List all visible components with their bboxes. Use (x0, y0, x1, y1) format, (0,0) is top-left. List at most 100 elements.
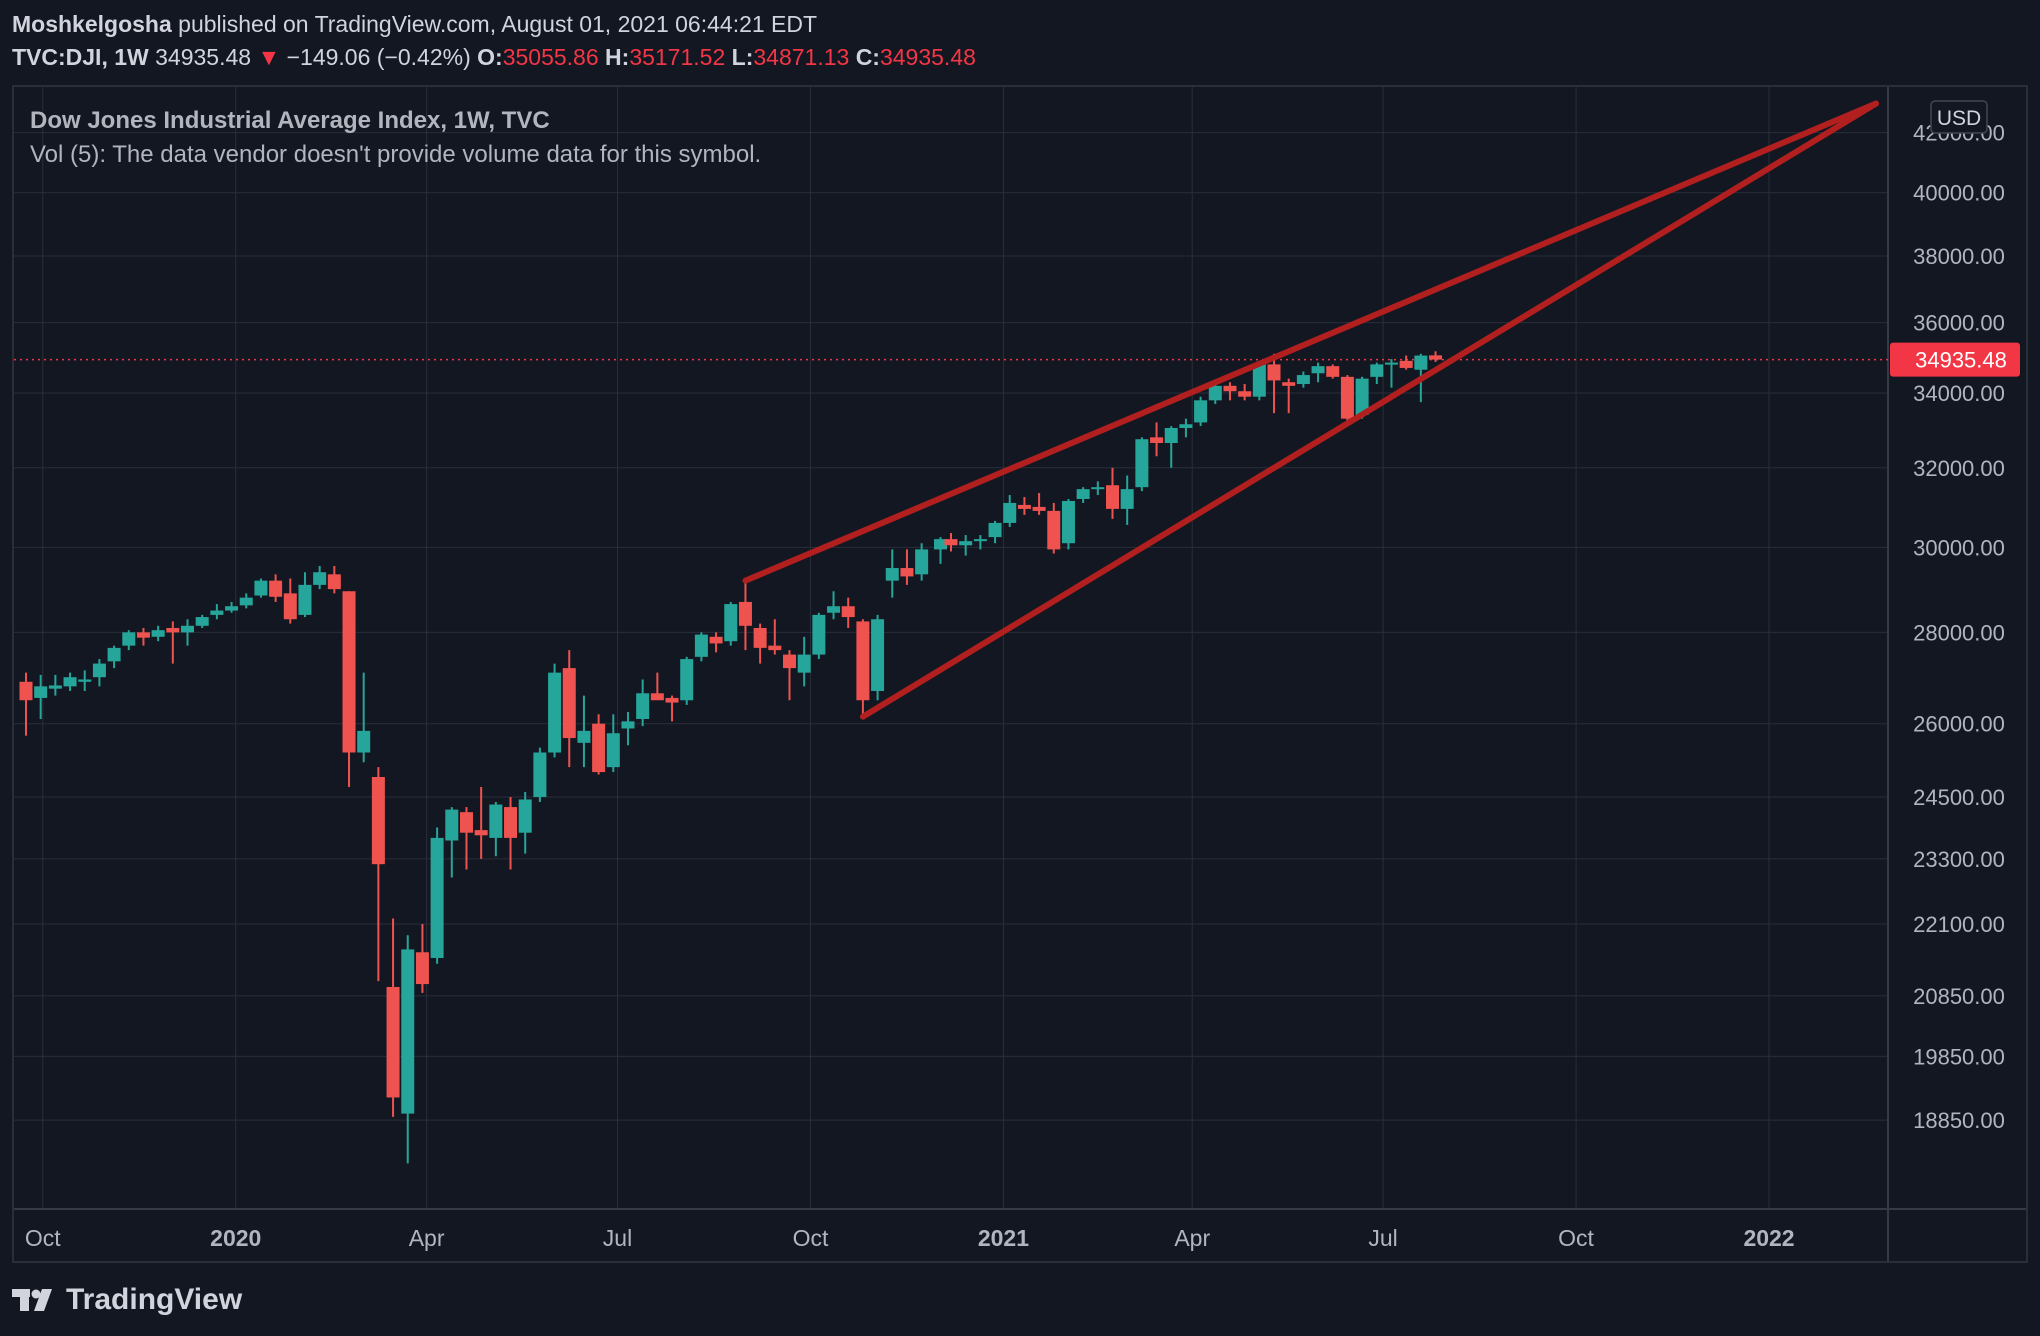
candle-body[interactable] (1179, 424, 1193, 428)
candle-body[interactable] (827, 606, 841, 613)
candle-body[interactable] (504, 807, 518, 838)
candle-body[interactable] (63, 677, 77, 687)
author-name[interactable]: Moshkelgosha (12, 11, 172, 37)
candle-body[interactable] (1267, 364, 1281, 381)
candle-body[interactable] (357, 730, 371, 753)
candle-body[interactable] (19, 681, 33, 701)
candle-body[interactable] (915, 549, 929, 575)
candle-body[interactable] (1326, 366, 1340, 377)
candle-body[interactable] (1252, 364, 1266, 397)
candle-body[interactable] (841, 606, 855, 618)
candle-body[interactable] (606, 733, 620, 768)
candle-body[interactable] (988, 522, 1002, 538)
brand-footer[interactable]: TradingView (12, 1280, 242, 1320)
candle-body[interactable] (151, 630, 165, 637)
candle-body[interactable] (694, 634, 708, 657)
candle-body[interactable] (283, 593, 297, 620)
candle-body[interactable] (78, 679, 92, 682)
candle-body[interactable] (1208, 385, 1222, 401)
candle-body[interactable] (459, 812, 473, 833)
candle-body[interactable] (34, 686, 48, 698)
candle-body[interactable] (944, 539, 958, 546)
candle-body[interactable] (386, 986, 400, 1098)
candle-body[interactable] (738, 601, 752, 626)
candle-body[interactable] (621, 721, 635, 729)
candle-body[interactable] (122, 632, 136, 646)
candle-body[interactable] (753, 627, 767, 648)
candle-body[interactable] (1355, 378, 1369, 415)
candle-body[interactable] (327, 574, 341, 590)
candle-body[interactable] (650, 693, 664, 701)
candle-body[interactable] (1003, 502, 1017, 523)
candle-body[interactable] (1223, 385, 1237, 392)
candle-body[interactable] (1414, 355, 1428, 370)
candle-body[interactable] (107, 647, 121, 662)
candle-body[interactable] (782, 654, 796, 669)
candle-body[interactable] (342, 591, 356, 753)
candle-body[interactable] (415, 952, 429, 985)
candle-body[interactable] (973, 539, 987, 542)
candle-body[interactable] (269, 580, 283, 597)
candle-body[interactable] (1399, 360, 1413, 368)
candle-body[interactable] (489, 804, 503, 838)
candle-body[interactable] (401, 949, 415, 1114)
candle-body[interactable] (371, 777, 385, 865)
trendline-lower[interactable] (859, 100, 1879, 720)
candle-body[interactable] (856, 621, 870, 701)
candle-body[interactable] (592, 723, 606, 773)
candle-body[interactable] (445, 809, 459, 841)
candle-body[interactable] (797, 654, 811, 673)
candle-body[interactable] (1370, 364, 1384, 377)
candle-body[interactable] (166, 627, 180, 633)
candle-body[interactable] (636, 693, 650, 719)
candle-body[interactable] (812, 614, 826, 655)
candle-body[interactable] (1164, 427, 1178, 443)
candle-body[interactable] (1135, 439, 1149, 488)
candle-body[interactable] (1076, 489, 1090, 499)
candle-body[interactable] (1150, 437, 1164, 443)
price-chart[interactable]: 42000.0040000.0038000.0036000.0034000.00… (14, 87, 2028, 1263)
candle-body[interactable] (1296, 375, 1310, 385)
candle-body[interactable] (709, 636, 723, 644)
candle-body[interactable] (181, 625, 195, 633)
candle-body[interactable] (665, 697, 679, 703)
candle-body[interactable] (1384, 362, 1398, 365)
candle-body[interactable] (934, 539, 948, 550)
candle-body[interactable] (48, 685, 62, 689)
candle-body[interactable] (225, 606, 239, 611)
candle-body[interactable] (1106, 485, 1120, 509)
candle-body[interactable] (1429, 355, 1443, 360)
candle-body[interactable] (239, 597, 253, 606)
chart-pane[interactable]: 42000.0040000.0038000.0036000.0034000.00… (12, 85, 2028, 1263)
candle-body[interactable] (474, 830, 488, 836)
candle-body[interactable] (680, 659, 694, 701)
candle-body[interactable] (195, 617, 209, 626)
candle-body[interactable] (1061, 500, 1075, 544)
candle-body[interactable] (254, 580, 268, 596)
candle-body[interactable] (298, 584, 312, 615)
candle-body[interactable] (1120, 489, 1134, 509)
candle-body[interactable] (959, 541, 973, 546)
candle-body[interactable] (1091, 487, 1105, 490)
candle-body[interactable] (768, 645, 782, 651)
candle-body[interactable] (724, 604, 738, 642)
candle-body[interactable] (518, 799, 532, 833)
candle-body[interactable] (1340, 376, 1354, 419)
candle-body[interactable] (92, 663, 106, 678)
trendline-upper[interactable] (742, 100, 1879, 584)
candle-body[interactable] (1047, 510, 1061, 550)
candle-body[interactable] (885, 568, 899, 581)
series-title[interactable]: Dow Jones Industrial Average Index, 1W, … (30, 107, 550, 134)
candle-body[interactable] (548, 672, 562, 753)
candle-body[interactable] (430, 837, 444, 958)
candle-body[interactable] (1032, 506, 1046, 511)
candle-body[interactable] (1194, 400, 1208, 423)
candle-body[interactable] (900, 568, 914, 577)
currency-badge[interactable] (1930, 100, 1988, 134)
candle-body[interactable] (562, 668, 576, 739)
candle-body[interactable] (313, 572, 327, 585)
candle-body[interactable] (1282, 382, 1296, 386)
candle-body[interactable] (1017, 504, 1031, 509)
candle-body[interactable] (533, 752, 547, 797)
candle-body[interactable] (1311, 366, 1325, 374)
